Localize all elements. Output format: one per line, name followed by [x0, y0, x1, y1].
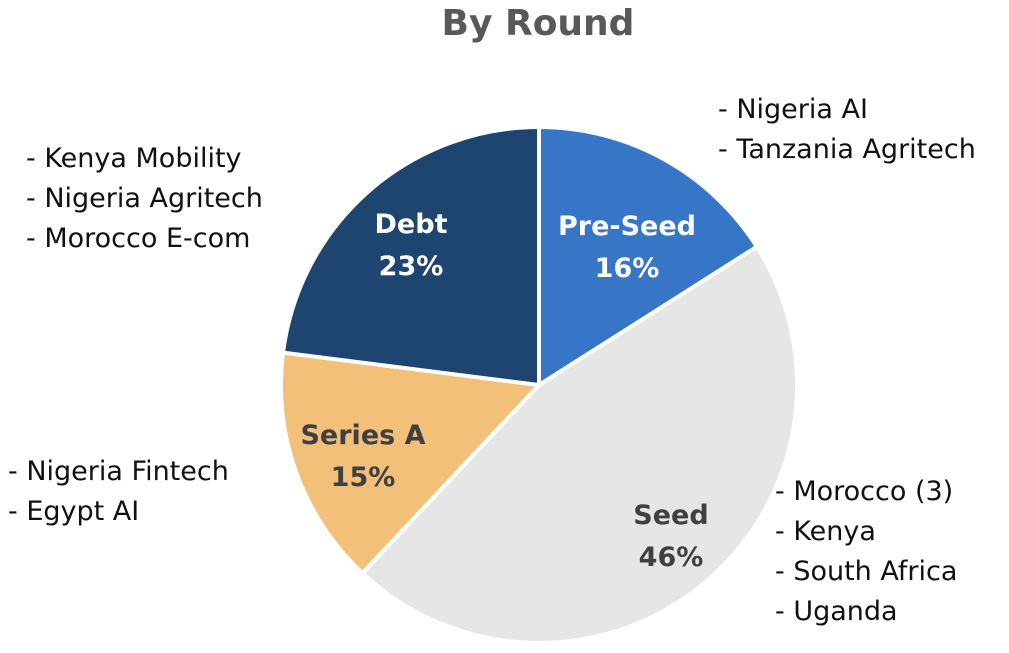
- slice-label-pre-seed: Pre-Seed: [558, 211, 696, 242]
- slice-debt: [281, 125, 541, 387]
- list-item-debt-1: - Kenya Mobility: [26, 143, 242, 174]
- list-item-pre-seed-2: - Tanzania Agritech: [718, 134, 976, 165]
- list-item-seed-3: - South Africa: [775, 556, 957, 587]
- list-item-series-a-2: - Egypt AI: [8, 496, 139, 527]
- slice-item-lists: - Nigeria AI - Tanzania Agritech - Morocco…: [8, 94, 976, 627]
- list-item-seed-4: - Uganda: [775, 596, 898, 627]
- list-item-seed-1: - Morocco (3): [775, 476, 953, 507]
- slice-percent-seed: 46%: [639, 542, 704, 573]
- slice-label-series-a: Series A: [300, 420, 425, 451]
- slice-percent-pre-seed: 16%: [595, 253, 660, 284]
- pie-slices: [279, 125, 799, 645]
- list-item-series-a-1: - Nigeria Fintech: [8, 456, 229, 487]
- list-item-debt-2: - Nigeria Agritech: [26, 183, 263, 214]
- slice-seed: [360, 244, 799, 645]
- list-item-seed-2: - Kenya: [775, 516, 876, 547]
- slice-label-seed: Seed: [633, 500, 708, 531]
- list-item-pre-seed-1: - Nigeria AI: [718, 94, 868, 125]
- slice-percent-series-a: 15%: [331, 462, 396, 493]
- slice-pre-seed: [537, 125, 759, 387]
- slice-series-a: [279, 350, 541, 576]
- slice-labels: Pre-Seed 16% Seed 46% Series A 15% Debt 23%: [300, 209, 708, 573]
- list-item-debt-3: - Morocco E-com: [26, 223, 250, 254]
- chart-title: By Round: [442, 3, 635, 44]
- slice-label-debt: Debt: [375, 209, 448, 240]
- slice-percent-debt: 23%: [379, 251, 444, 282]
